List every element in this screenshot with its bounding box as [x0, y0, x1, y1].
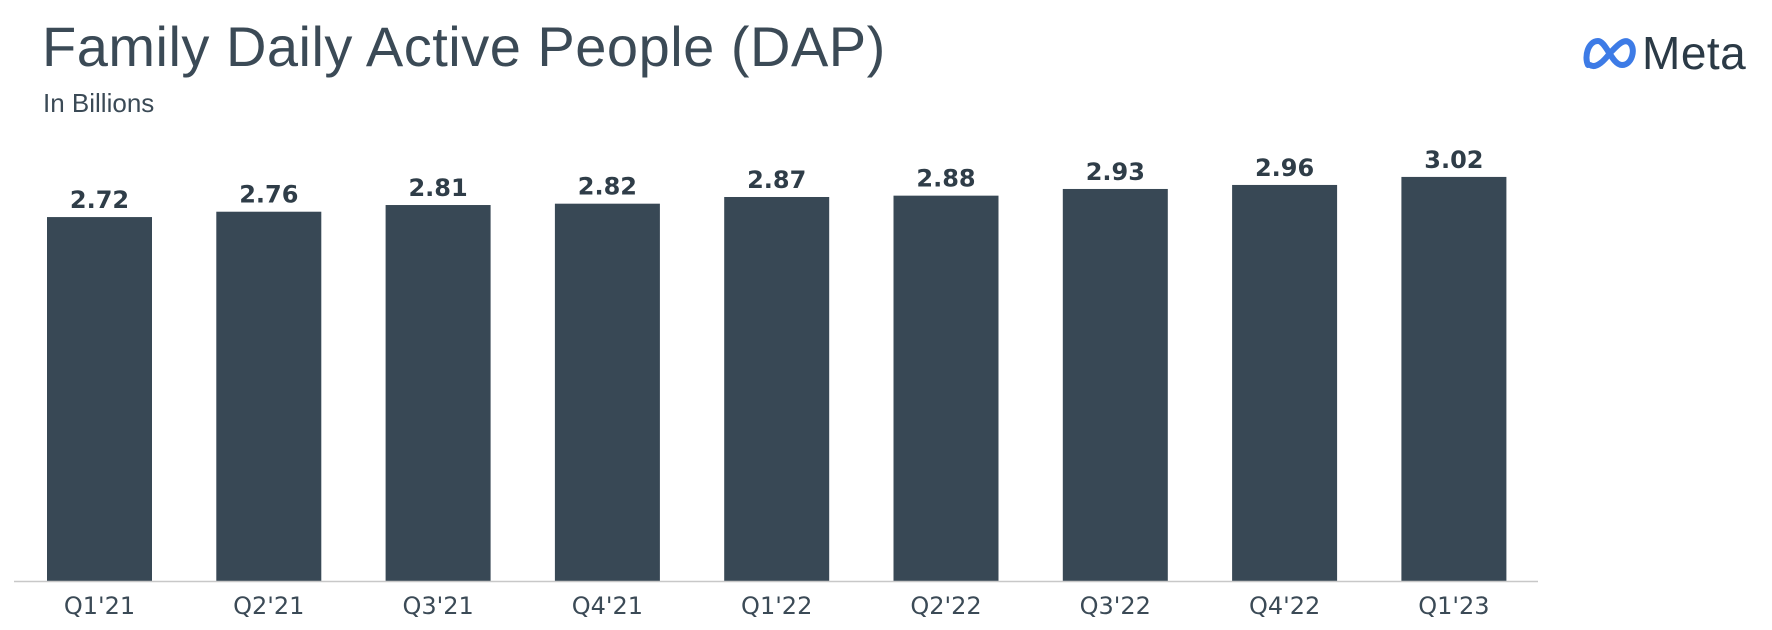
x-tick-Q4'22: Q4'22 [1249, 592, 1320, 620]
bar-Q4'22 [1232, 184, 1338, 581]
data-label-Q1'22: 2.87 [747, 166, 806, 194]
bar-Q1'21 [47, 217, 152, 581]
data-label-Q4'22: 2.96 [1255, 154, 1314, 182]
page-subtitle: In Billions [43, 88, 155, 118]
data-label-Q3'21: 2.81 [408, 174, 467, 202]
x-tick-Q1'21: Q1'21 [64, 592, 135, 620]
meta-logo: Meta [1582, 26, 1746, 80]
meta-logo-text: Meta [1642, 27, 1747, 79]
meta-infinity-icon [1583, 37, 1636, 69]
data-label-Q1'23: 3.02 [1424, 146, 1483, 174]
bar-Q1'22 [724, 196, 830, 581]
x-tick-Q4'21: Q4'21 [572, 592, 643, 620]
bar-Q2'21 [216, 211, 322, 581]
page-title: Family Daily Active People (DAP) [42, 15, 886, 78]
x-tick-Q2'21: Q2'21 [233, 592, 304, 620]
bar-Q3'22 [1062, 188, 1168, 581]
x-tick-Q3'22: Q3'22 [1080, 592, 1151, 620]
bar-Q2'22 [893, 195, 999, 581]
data-label-Q3'22: 2.93 [1086, 158, 1145, 186]
bar-Q1'23 [1401, 176, 1507, 581]
x-tick-Q2'22: Q2'22 [910, 592, 981, 620]
bar-Q4'21 [554, 203, 660, 581]
x-tick-Q1'22: Q1'22 [741, 592, 812, 620]
x-tick-Q3'21: Q3'21 [402, 592, 473, 620]
data-label-Q1'21: 2.72 [70, 186, 129, 214]
bar-Q3'21 [385, 205, 491, 581]
data-label-Q2'22: 2.88 [916, 165, 975, 193]
x-tick-Q1'23: Q1'23 [1418, 592, 1489, 620]
data-label-Q2'21: 2.76 [239, 181, 298, 209]
data-label-Q4'21: 2.82 [578, 173, 637, 201]
